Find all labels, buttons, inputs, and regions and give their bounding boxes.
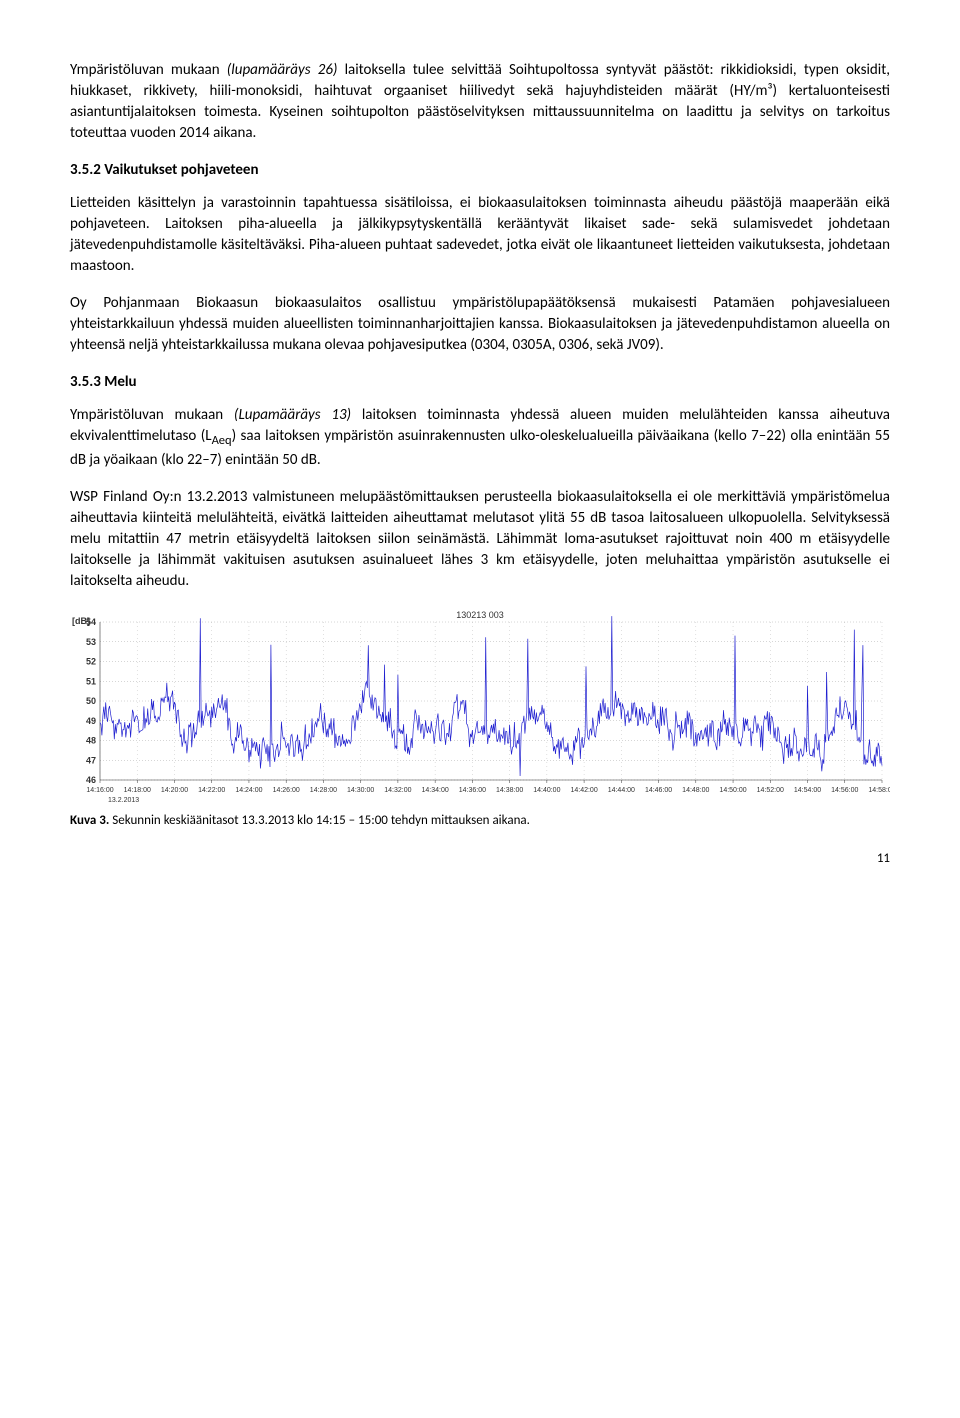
figure-caption: Kuva 3. Sekunnin keskiäänitasot 13.3.201… (70, 812, 890, 830)
svg-text:14:58:00: 14:58:00 (868, 787, 890, 794)
para4-italic: (Lupamääräys 13) (234, 406, 351, 424)
svg-text:14:30:00: 14:30:00 (347, 787, 374, 794)
svg-text:14:22:00: 14:22:00 (198, 787, 225, 794)
svg-text:49: 49 (86, 715, 96, 725)
svg-text:14:26:00: 14:26:00 (273, 787, 300, 794)
svg-text:14:52:00: 14:52:00 (757, 787, 784, 794)
paragraph-1: Ympäristöluvan mukaan (lupamääräys 26) l… (70, 60, 890, 144)
para1-italic: (lupamääräys 26) (227, 61, 338, 79)
svg-text:14:28:00: 14:28:00 (310, 787, 337, 794)
svg-text:14:42:00: 14:42:00 (570, 787, 597, 794)
svg-text:47: 47 (86, 755, 96, 765)
svg-text:13.2.2013: 13.2.2013 (108, 797, 139, 804)
para4-sub: Aeq (212, 433, 232, 448)
paragraph-2: Lietteiden käsittelyn ja varastoinnin ta… (70, 193, 890, 277)
caption-bold: Kuva 3. (70, 813, 109, 828)
svg-text:14:32:00: 14:32:00 (384, 787, 411, 794)
paragraph-5: WSP Finland Oy:n 13.2.2013 valmistuneen … (70, 487, 890, 592)
para1-pre: Ympäristöluvan mukaan (70, 61, 227, 79)
svg-text:53: 53 (86, 636, 96, 646)
heading-352: 3.5.2 Vaikutukset pohjaveteen (70, 160, 890, 181)
svg-text:14:20:00: 14:20:00 (161, 787, 188, 794)
svg-text:14:54:00: 14:54:00 (794, 787, 821, 794)
noise-chart: 130213 003[dB]46474849505152535414:16:00… (70, 608, 890, 808)
svg-text:14:34:00: 14:34:00 (422, 787, 449, 794)
svg-text:46: 46 (86, 775, 96, 785)
svg-text:14:46:00: 14:46:00 (645, 787, 672, 794)
svg-text:54: 54 (86, 617, 96, 627)
paragraph-3: Oy Pohjanmaan Biokaasun biokaasulaitos o… (70, 293, 890, 356)
svg-text:52: 52 (86, 656, 96, 666)
svg-text:14:24:00: 14:24:00 (235, 787, 262, 794)
svg-text:14:48:00: 14:48:00 (682, 787, 709, 794)
svg-text:51: 51 (86, 676, 96, 686)
svg-text:14:56:00: 14:56:00 (831, 787, 858, 794)
svg-text:14:40:00: 14:40:00 (533, 787, 560, 794)
svg-text:14:36:00: 14:36:00 (459, 787, 486, 794)
page-number: 11 (70, 850, 890, 868)
caption-rest: Sekunnin keskiäänitasot 13.3.2013 klo 14… (109, 813, 530, 828)
svg-text:48: 48 (86, 735, 96, 745)
svg-text:14:16:00: 14:16:00 (86, 787, 113, 794)
para4-pre: Ympäristöluvan mukaan (70, 406, 234, 424)
svg-text:50: 50 (86, 696, 96, 706)
heading-353: 3.5.3 Melu (70, 372, 890, 393)
svg-text:14:38:00: 14:38:00 (496, 787, 523, 794)
paragraph-4: Ympäristöluvan mukaan (Lupamääräys 13) l… (70, 405, 890, 471)
svg-text:14:18:00: 14:18:00 (124, 787, 151, 794)
svg-text:14:44:00: 14:44:00 (608, 787, 635, 794)
svg-text:130213 003: 130213 003 (456, 610, 504, 620)
svg-text:14:50:00: 14:50:00 (719, 787, 746, 794)
